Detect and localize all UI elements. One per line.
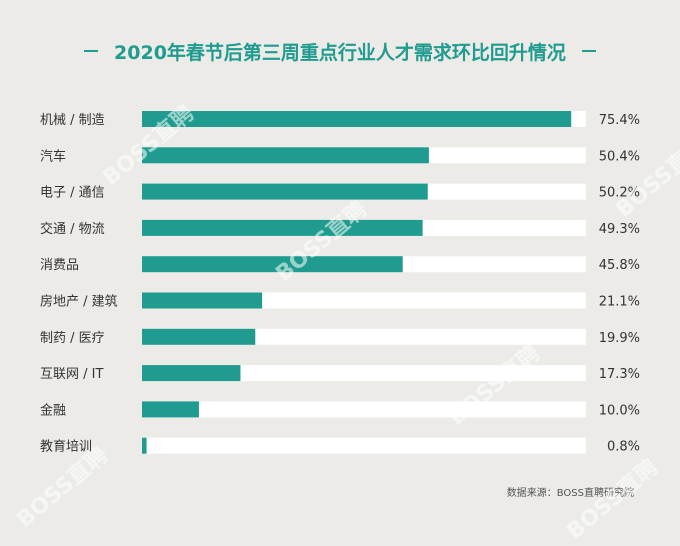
category-label: 消费品 <box>40 258 79 273</box>
title-dash-right <box>581 50 596 52</box>
category-label: 制药 / 医疗 <box>40 331 105 346</box>
bar <box>142 328 256 345</box>
value-label: 19.9% <box>599 331 640 346</box>
category-label: 机械 / 制造 <box>40 113 105 128</box>
bar <box>142 292 263 309</box>
value-label: 50.2% <box>599 186 640 201</box>
value-label: 17.3% <box>599 367 640 382</box>
bar <box>142 256 403 273</box>
category-label: 金融 <box>40 402 66 418</box>
bar <box>142 219 423 236</box>
value-label: 45.8% <box>599 258 640 273</box>
title-row: 2020年春节后第三周重点行业人才需求环比回升情况 <box>0 36 680 66</box>
category-label: 房地产 / 建筑 <box>40 294 118 310</box>
bar <box>142 437 147 454</box>
value-label: 75.4% <box>599 113 640 128</box>
category-label: 互联网 / IT <box>40 367 103 382</box>
title-dash-left <box>84 50 99 52</box>
value-label: 10.0% <box>599 403 640 418</box>
bar <box>142 147 429 164</box>
value-label: 21.1% <box>599 295 640 310</box>
bar <box>142 401 199 418</box>
value-label: 49.3% <box>599 222 640 237</box>
category-label: 教育培训 <box>40 439 92 455</box>
category-label: 交通 / 物流 <box>40 221 105 237</box>
bar-track <box>142 401 586 418</box>
chart-title: 2020年春节后第三周重点行业人才需求环比回升情况 <box>114 41 566 64</box>
value-label: 50.4% <box>599 149 640 164</box>
bar <box>142 183 428 200</box>
bar-track <box>142 365 586 382</box>
bar-track <box>142 437 586 454</box>
category-label: 电子 / 通信 <box>40 186 105 201</box>
bar <box>142 111 572 127</box>
value-label: 0.8% <box>607 440 640 455</box>
source-note: 数据来源：BOSS直聘研究院 <box>506 488 634 499</box>
bar <box>142 365 241 382</box>
category-label: 汽车 <box>40 148 66 164</box>
